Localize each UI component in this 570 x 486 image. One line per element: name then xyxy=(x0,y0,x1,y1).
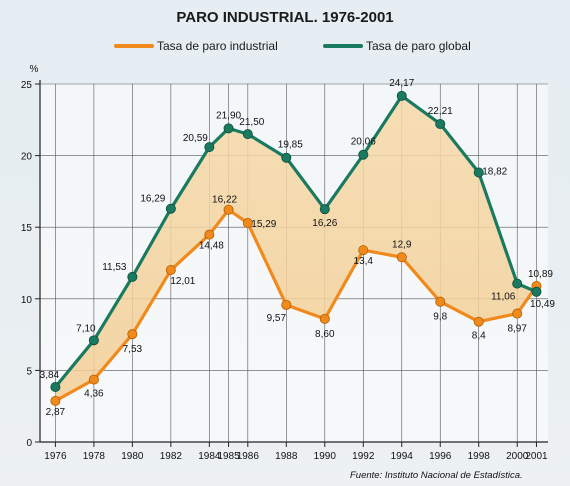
grid xyxy=(40,83,548,442)
point-industrial xyxy=(223,204,234,215)
source-note: Fuente: Instituto Nacional de Estadístic… xyxy=(350,470,523,481)
point-industrial xyxy=(204,229,215,240)
data-label-industrial: 13,4 xyxy=(354,256,374,267)
data-labels: 2,87 4,36 7,53 12,01 14,48 16,22 15,29 9,57 8,60… xyxy=(40,78,556,418)
data-label-global: 3,84 xyxy=(40,370,60,381)
point-global xyxy=(281,152,292,163)
y-tick-label: 10 xyxy=(21,295,33,306)
x-tick-label: 1985 xyxy=(217,451,240,462)
data-label-industrial: 10,89 xyxy=(528,269,553,280)
point-global xyxy=(435,118,446,129)
x-tick-label: 1998 xyxy=(468,451,491,462)
point-global xyxy=(50,382,61,393)
point-global xyxy=(242,129,253,140)
data-label-industrial: 15,29 xyxy=(251,219,276,230)
y-axis-unit: % xyxy=(30,64,39,75)
point-global xyxy=(512,278,523,289)
data-label-global: 11,06 xyxy=(491,292,516,303)
y-tick-label: 0 xyxy=(26,438,32,449)
data-label-industrial: 4,36 xyxy=(84,389,104,400)
data-label-industrial: 2,87 xyxy=(46,407,66,418)
x-tick-label: 2001 xyxy=(525,451,548,462)
point-global xyxy=(127,271,138,282)
x-tick-label: 1992 xyxy=(352,451,375,462)
point-global xyxy=(165,203,176,214)
point-global xyxy=(531,286,542,297)
point-global xyxy=(319,204,330,215)
point-industrial xyxy=(242,218,253,229)
point-global xyxy=(358,149,369,160)
x-tick-label: 1994 xyxy=(391,451,414,462)
data-label-global: 21,90 xyxy=(216,110,241,121)
point-global xyxy=(396,90,407,101)
point-global xyxy=(88,335,99,346)
point-industrial xyxy=(473,316,484,327)
data-label-global: 20,59 xyxy=(183,133,208,144)
data-label-global: 20,06 xyxy=(351,137,376,148)
gap-area xyxy=(55,95,537,401)
data-label-global: 7,10 xyxy=(76,323,96,334)
data-label-industrial: 8,60 xyxy=(315,329,335,340)
data-label-global: 22,21 xyxy=(428,106,453,117)
data-label-global: 16,29 xyxy=(140,194,165,205)
data-label-industrial: 8,4 xyxy=(472,331,486,342)
data-label-industrial: 7,53 xyxy=(123,344,143,355)
data-label-industrial: 9,57 xyxy=(267,313,287,324)
chart-title: PARO INDUSTRIAL. 1976-2001 xyxy=(176,9,393,26)
x-tick-label: 1982 xyxy=(160,451,183,462)
x-tick-label: 1990 xyxy=(314,451,337,462)
point-industrial xyxy=(281,299,292,310)
point-industrial xyxy=(319,313,330,324)
x-tick-label: 1984 xyxy=(198,451,221,462)
data-label-global: 11,53 xyxy=(102,262,127,273)
point-global xyxy=(223,123,234,134)
point-industrial xyxy=(512,308,523,319)
x-tick-label: 1986 xyxy=(237,451,260,462)
x-tick-label: 1980 xyxy=(121,451,144,462)
series xyxy=(50,90,542,406)
data-label-industrial: 12,01 xyxy=(170,276,195,287)
x-tick-label: 1988 xyxy=(275,451,298,462)
point-industrial xyxy=(165,265,176,276)
point-industrial xyxy=(396,252,407,263)
point-global xyxy=(204,142,215,153)
data-label-industrial: 8,97 xyxy=(507,324,527,335)
data-label-global: 10,49 xyxy=(530,299,555,310)
point-industrial xyxy=(88,374,99,385)
point-global xyxy=(473,167,484,178)
y-tick-label: 20 xyxy=(21,152,33,163)
data-label-global: 16,26 xyxy=(312,218,337,229)
x-tick-label: 1978 xyxy=(83,451,106,462)
y-tick-label: 5 xyxy=(26,366,32,377)
data-label-global: 24,17 xyxy=(389,78,414,89)
data-label-industrial: 12,9 xyxy=(392,239,412,250)
point-industrial xyxy=(358,245,369,256)
y-tick-label: 25 xyxy=(21,80,33,91)
legend: Tasa de paro industrial Tasa de paro glo… xyxy=(114,39,471,53)
data-label-global: 18,82 xyxy=(482,166,507,177)
data-label-industrial: 9,8 xyxy=(433,312,447,323)
x-tick-label: 1976 xyxy=(44,451,67,462)
legend-label-industrial: Tasa de paro industrial xyxy=(157,39,278,53)
point-industrial xyxy=(127,329,138,340)
legend-label-global: Tasa de paro global xyxy=(366,39,471,53)
point-industrial xyxy=(435,296,446,307)
data-label-industrial: 14,48 xyxy=(199,241,224,252)
point-industrial xyxy=(50,395,61,406)
x-tick-label: 2000 xyxy=(506,451,529,462)
data-label-global: 21,50 xyxy=(239,117,264,128)
data-label-industrial: 16,22 xyxy=(212,195,237,206)
data-label-global: 19,85 xyxy=(278,140,303,151)
x-tick-label: 1996 xyxy=(429,451,452,462)
y-tick-label: 15 xyxy=(21,223,33,234)
